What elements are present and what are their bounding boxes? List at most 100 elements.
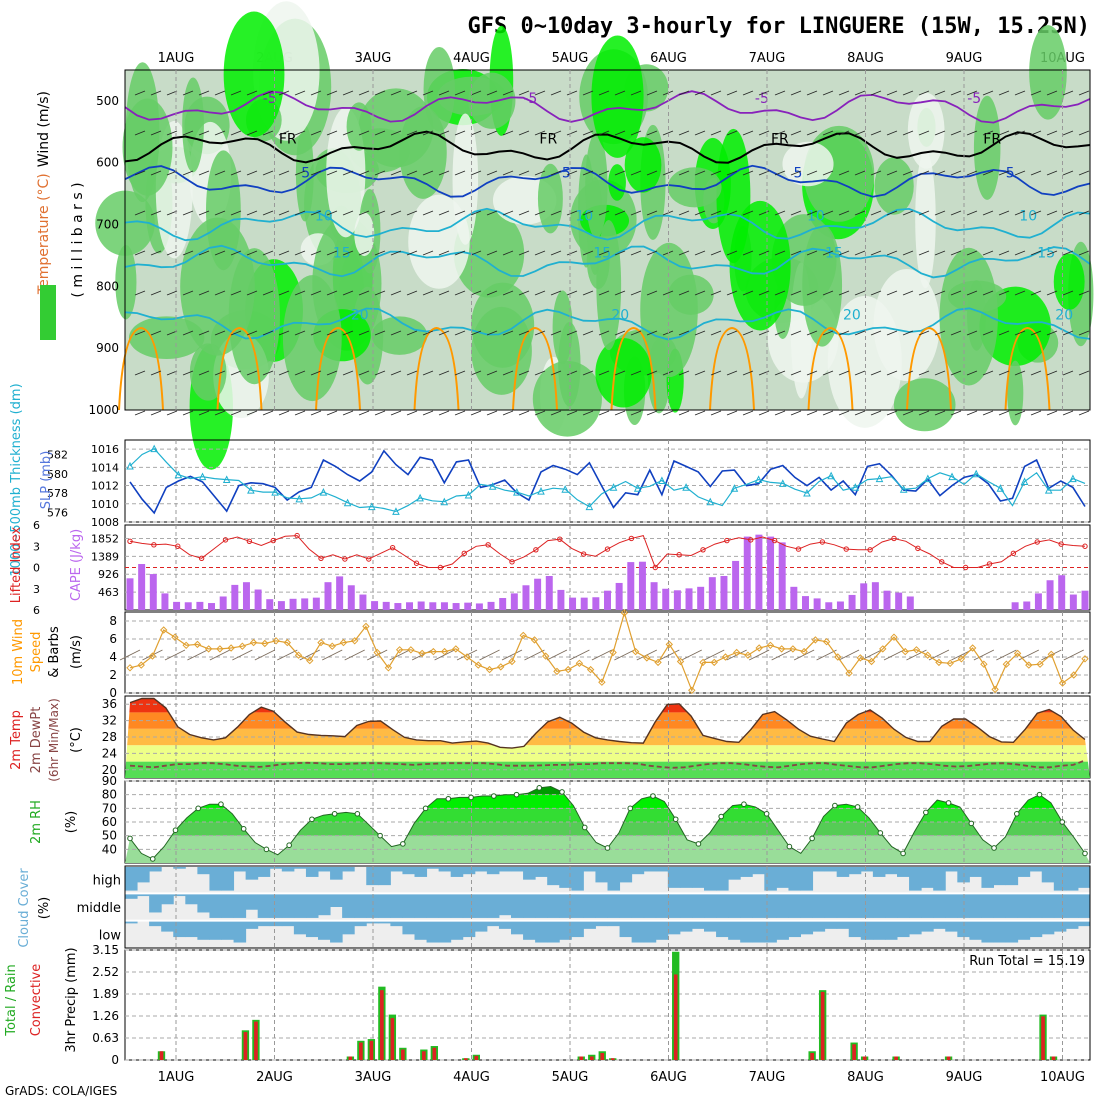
wind-barb [838,290,850,296]
wind-barb [726,210,738,216]
wind-barb [726,290,738,296]
lifted-index-point [485,542,491,548]
wind-barb [678,330,690,336]
wind-barb [566,90,578,96]
rh-blob [295,125,314,222]
wind-barb [678,90,690,96]
wind-barb [614,90,626,96]
lifted-index-point [962,564,969,571]
wind-barb [854,410,866,416]
cloud-bar-middle [631,893,645,918]
wind-speed-point [688,686,696,695]
wind-barb [790,290,802,296]
cape-bar [801,596,809,610]
wind-barb [998,170,1010,176]
cloud-bar-low [716,920,729,938]
wind-speed-point [710,658,718,667]
contour-label-20: 20 [843,307,861,323]
wind-speed-point [261,639,269,648]
cape-bar [604,590,611,610]
wind-barb [646,170,658,176]
cloud-bar-middle [981,893,994,918]
wind-barb [134,170,146,176]
wind-barb [422,370,434,376]
wind-barb [198,210,210,216]
wind-barb [598,330,610,336]
wind-barb-10m [389,649,410,661]
wind-barb [566,410,578,416]
wind-barb [806,410,818,416]
lifted-index-point [294,532,300,539]
thickness-point [537,487,545,495]
thickness-point [416,493,424,502]
wind-barb [262,370,274,376]
wind-barb [902,90,914,96]
precip-convective-bar [380,990,384,1060]
rh-blob [423,46,455,132]
cloud-bar-middle [486,893,500,918]
bottom-date-6AUG: 6AUG [650,1070,687,1085]
cloud-bar-low [125,920,138,924]
wind-barb [934,330,946,336]
wind-barb [310,330,322,336]
wind-barb [278,250,290,256]
wind-barb [150,330,162,336]
wind-barb [294,290,306,296]
wind-barb [1030,210,1042,216]
cloud-bar-middle [450,893,464,918]
wind-barb [934,130,946,136]
contour-label-15: 15 [825,246,843,262]
wind-speed-point [890,633,898,641]
thickness-point [778,479,787,487]
wind-barb [166,130,178,136]
wind-tick-0: 0 [109,686,117,700]
wind-barb [470,330,482,336]
wind-barb [374,90,386,96]
cloud-bar-middle [474,893,488,918]
pressure-tick-500: 500 [96,94,119,108]
wind-barb [198,410,210,416]
wind-barb [806,210,818,216]
thickness-point [126,461,134,470]
rh-blob [182,77,204,173]
wind-barb [726,90,738,96]
lifted-index-line [129,535,1086,569]
cloud-bar-low [897,920,910,938]
cape-bar [848,594,856,610]
cloud-bar-low [679,920,693,932]
wind-barb [822,370,834,376]
cloud-bar-low [354,920,367,927]
wind-barb-10m [591,649,613,661]
wind-barb-10m [479,649,500,661]
wind-barb [1046,290,1058,296]
cloud-bar-middle [438,893,452,918]
wind-barb [1030,130,1042,136]
cloud-bar-low [293,920,307,935]
bottom-date-7AUG: 7AUG [749,1070,786,1085]
rh-point [923,809,929,816]
wind-barb [326,90,338,96]
lifted-index-point [986,561,993,567]
wind-barb [1046,130,1058,136]
bottom-date-2AUG: 2AUG [256,1070,293,1085]
wind-barb [710,370,722,376]
cloud-bar-low [269,920,283,927]
thickness-point [488,482,497,490]
wind-barb [390,290,402,296]
rh-blob [371,316,428,355]
wind-barb [454,90,466,96]
slp-tick-1012: 1012 [91,480,119,493]
rh-point [240,826,247,832]
cloud-bar-low [583,920,596,929]
wind-barb [550,370,562,376]
wind-barb [438,210,450,216]
wind-barb [774,370,786,376]
cloud-band-label-middle: middle [77,901,121,916]
cape-bar [347,585,355,610]
wind-barb [742,170,754,176]
thickness-point [899,485,908,493]
wind-barb [870,290,882,296]
wind-barb [902,170,914,176]
precip-tick-3.15: 3.15 [92,943,119,957]
cloud-bar-low [740,920,753,943]
